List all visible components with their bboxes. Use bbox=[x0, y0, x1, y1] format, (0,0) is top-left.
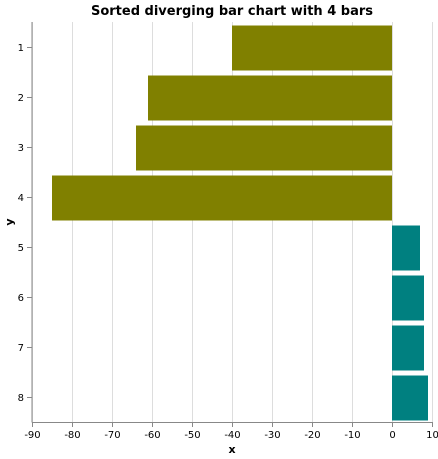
x-axis-title: x bbox=[228, 443, 235, 456]
bars bbox=[52, 25, 428, 421]
x-tick-label: -60 bbox=[144, 430, 160, 441]
y-tick-label: 6 bbox=[18, 293, 24, 304]
x-tick-label: -30 bbox=[264, 430, 280, 441]
x-tick-label: -50 bbox=[184, 430, 200, 441]
x-tick-label: -40 bbox=[224, 430, 240, 441]
bar-4 bbox=[52, 175, 392, 221]
bar-3 bbox=[136, 125, 392, 171]
bar-1 bbox=[232, 25, 392, 71]
x-tick-label: -70 bbox=[104, 430, 120, 441]
y-tick-label: 3 bbox=[18, 143, 24, 154]
y-tick-label: 7 bbox=[18, 343, 24, 354]
x-tick-label: -90 bbox=[24, 430, 40, 441]
x-tick-label: -80 bbox=[64, 430, 80, 441]
x-tick-label: 0 bbox=[389, 430, 395, 441]
x-tick-label: -20 bbox=[304, 430, 320, 441]
bar-2 bbox=[148, 75, 392, 121]
y-tick-label: 2 bbox=[18, 93, 24, 104]
bar-8 bbox=[392, 375, 428, 421]
axes: -90 -80 -70 -60 -50 -40 -30 -20 -10 0 10 1 2 3 4 5 6 7 8 bbox=[18, 22, 438, 441]
y-tick-label: 5 bbox=[18, 243, 24, 254]
y-tick-label: 1 bbox=[18, 43, 24, 54]
bar-7 bbox=[392, 325, 424, 371]
chart-title: Sorted diverging bar chart with 4 bars bbox=[91, 4, 373, 19]
x-tick-label: -10 bbox=[344, 430, 360, 441]
y-tick-label: 8 bbox=[18, 393, 24, 404]
y-tick-label: 4 bbox=[18, 193, 24, 204]
y-axis-title: y bbox=[3, 218, 16, 225]
bar-6 bbox=[392, 275, 424, 321]
x-tick-label: 10 bbox=[426, 430, 438, 441]
bar-5 bbox=[392, 225, 420, 271]
